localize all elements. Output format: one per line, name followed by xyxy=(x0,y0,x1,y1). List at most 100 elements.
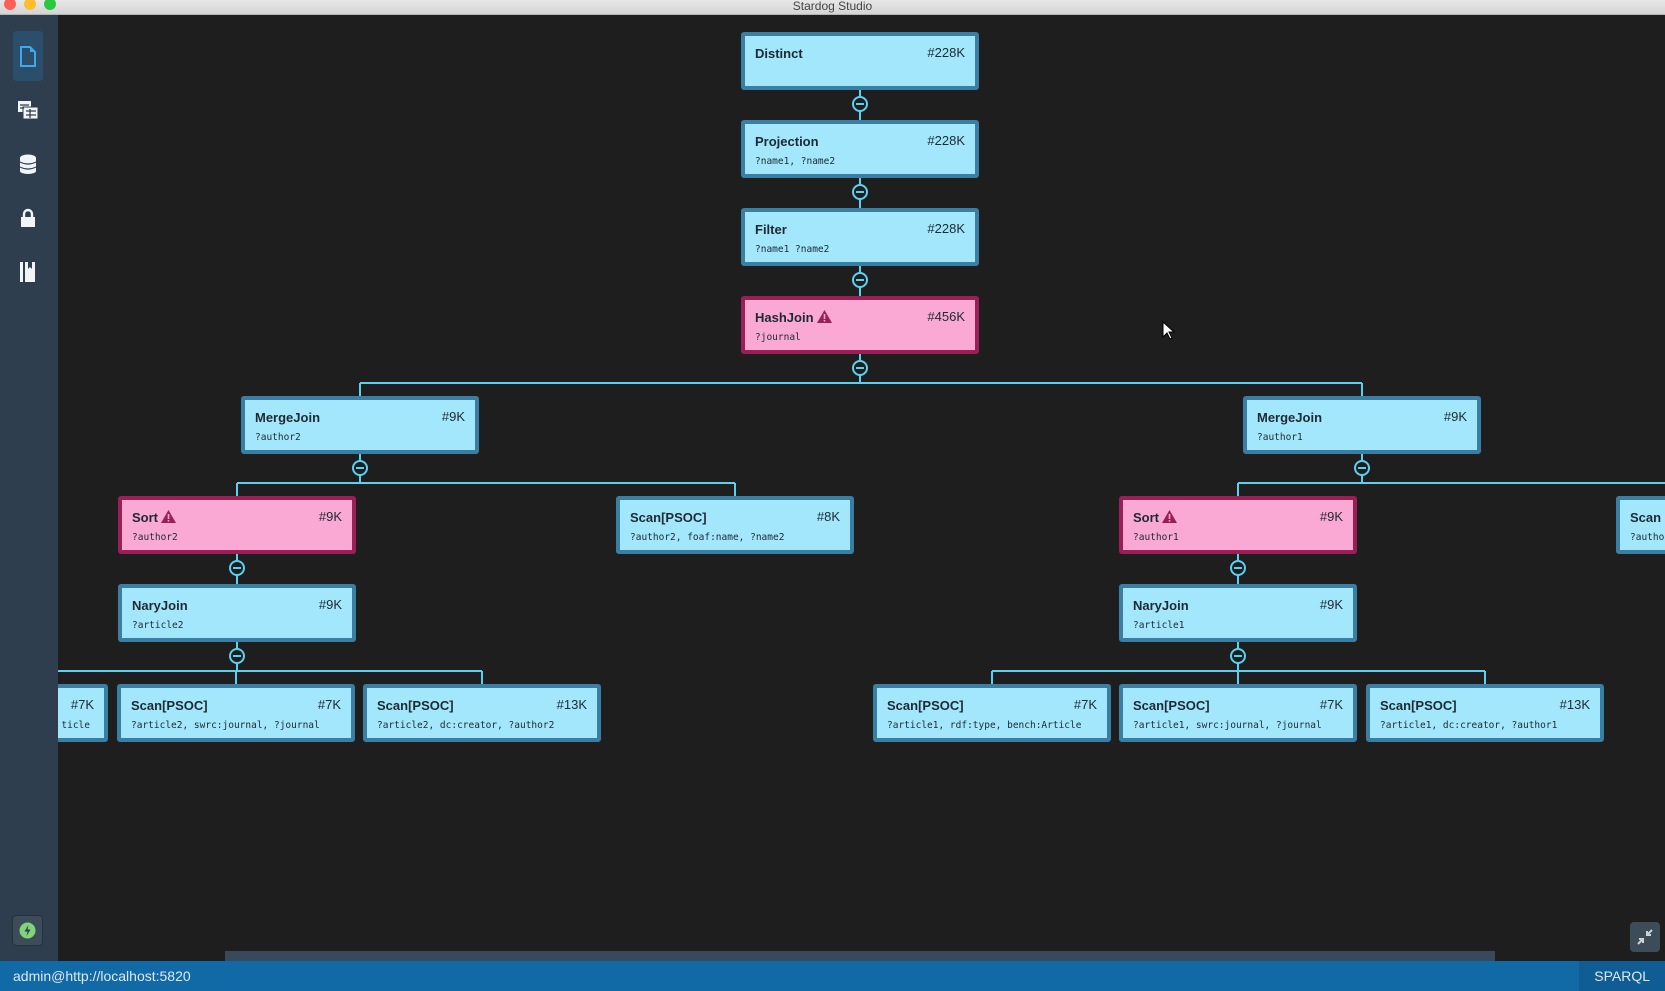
plan-node-warning[interactable]: Sort #9K ?author2 xyxy=(118,496,356,554)
plan-node[interactable]: MergeJoin #9K ?author2 xyxy=(241,396,479,454)
plan-node[interactable]: Scan ?autho xyxy=(1616,496,1665,554)
warning-icon xyxy=(1162,510,1177,523)
node-operator: Distinct xyxy=(755,46,803,61)
minimize-window-button[interactable] xyxy=(24,0,36,10)
node-operator: MergeJoin xyxy=(255,410,321,425)
node-variables: ?article2, swrc:journal, ?journal xyxy=(131,720,320,731)
node-cardinality: #7K xyxy=(317,697,341,712)
collapse-node-button[interactable] xyxy=(1354,460,1370,476)
collapse-node-button[interactable] xyxy=(229,560,245,576)
tables-icon xyxy=(18,101,38,119)
node-cardinality: #8K xyxy=(816,509,840,524)
document-icon xyxy=(20,45,36,67)
sidebar-item-docs[interactable] xyxy=(13,247,43,297)
plan-node[interactable]: MergeJoin #9K ?author1 xyxy=(1243,396,1481,454)
collapse-node-button[interactable] xyxy=(1230,560,1246,576)
plan-node-warning[interactable]: Sort #9K ?author1 xyxy=(1119,496,1357,554)
node-cardinality: #7K xyxy=(1073,697,1097,712)
plan-node-warning[interactable]: HashJoin #456K ?journal xyxy=(741,296,979,354)
node-variables: ?name1, ?name2 xyxy=(755,156,836,167)
language-mode[interactable]: SPARQL xyxy=(1579,961,1665,991)
node-variables: ?autho xyxy=(1630,532,1665,543)
node-operator: Scan xyxy=(1630,510,1662,525)
node-operator: NaryJoin xyxy=(1133,598,1189,613)
exit-fullscreen-button[interactable] xyxy=(1630,922,1660,952)
node-cardinality: #13K xyxy=(556,697,587,712)
node-variables: ?author1 xyxy=(1133,532,1179,543)
connection-status-button[interactable] xyxy=(12,915,43,946)
database-icon xyxy=(19,154,37,174)
node-variables: ?author2 xyxy=(132,532,178,543)
plan-node[interactable]: Scan[PSOC] #7K ?article1, rdf:type, bench:… xyxy=(873,684,1111,742)
node-variables: ?author2 xyxy=(255,432,301,443)
node-operator: NaryJoin xyxy=(132,598,188,613)
node-operator: Scan[PSOC] xyxy=(131,698,208,713)
plan-node[interactable]: Scan[PSOC] #7K ?article2, swrc:journal, ?j… xyxy=(117,684,355,742)
node-operator: Scan[PSOC] xyxy=(377,698,454,713)
collapse-node-button[interactable] xyxy=(852,272,868,288)
plan-node[interactable]: Scan[PSOC] #8K ?author2, foaf:name, ?name2 xyxy=(616,496,854,554)
node-cardinality: #9K xyxy=(441,409,465,424)
plan-node[interactable]: Scan[PSOC] #13K ?article1, dc:creator, ?au… xyxy=(1366,684,1604,742)
node-cardinality: #7K xyxy=(1319,697,1343,712)
node-cardinality: #9K xyxy=(1443,409,1467,424)
collapse-node-button[interactable] xyxy=(352,460,368,476)
node-cardinality: #9K xyxy=(318,509,342,524)
node-variables: ?author1 xyxy=(1257,432,1303,443)
collapse-arrows-icon xyxy=(1637,929,1653,945)
connection-label[interactable]: admin@http://localhost:5820 xyxy=(13,968,191,984)
sidebar-item-workspace[interactable] xyxy=(13,31,43,81)
node-cardinality: #9K xyxy=(1319,509,1343,524)
node-operator: Scan[PSOC] xyxy=(887,698,964,713)
node-variables: ?article1, swrc:journal, ?journal xyxy=(1133,720,1322,731)
collapse-node-button[interactable] xyxy=(852,360,868,376)
plan-node[interactable]: NaryJoin #9K ?article2 xyxy=(118,584,356,642)
mouse-cursor xyxy=(1162,321,1176,340)
collapse-node-button[interactable] xyxy=(1230,648,1246,664)
query-plan-canvas[interactable]: Distinct #228K Projection #228K ?name1, ?nam… xyxy=(0,15,1665,961)
window-title: Stardog Studio xyxy=(792,0,873,13)
sidebar xyxy=(0,15,58,961)
plan-node[interactable]: Scan[PSOC] #7K ?article1, swrc:journal, ?j… xyxy=(1119,684,1357,742)
node-operator: Filter xyxy=(755,222,787,237)
node-cardinality: #228K xyxy=(927,221,965,236)
node-variables: ?article2, dc:creator, ?author2 xyxy=(377,720,555,731)
lock-icon xyxy=(21,208,35,227)
node-cardinality: #7K xyxy=(70,697,94,712)
node-cardinality: #456K xyxy=(927,309,965,324)
node-variables: ticle xyxy=(61,720,90,731)
lightning-icon xyxy=(19,922,36,939)
book-icon xyxy=(20,261,35,282)
node-variables: ?article2 xyxy=(132,620,184,631)
node-operator: Scan[PSOC] xyxy=(630,510,707,525)
node-operator: Scan[PSOC] xyxy=(1133,698,1210,713)
sidebar-item-security[interactable] xyxy=(13,193,43,243)
node-variables: ?author2, foaf:name, ?name2 xyxy=(630,532,785,543)
node-cardinality: #228K xyxy=(927,45,965,60)
node-variables: ?name1 ?name2 xyxy=(755,244,830,255)
node-variables: ?article1, dc:creator, ?author1 xyxy=(1380,720,1558,731)
plan-edges xyxy=(0,90,1665,684)
collapse-node-button[interactable] xyxy=(852,96,868,112)
close-window-button[interactable] xyxy=(4,0,16,10)
node-cardinality: #9K xyxy=(318,597,342,612)
sidebar-item-databases[interactable] xyxy=(13,139,43,189)
title-bar: Stardog Studio xyxy=(0,0,1665,15)
node-cardinality: #9K xyxy=(1319,597,1343,612)
node-variables: ?article1, rdf:type, bench:Article xyxy=(887,720,1082,731)
node-cardinality: #13K xyxy=(1559,697,1590,712)
plan-node[interactable]: Scan[PSOC] #13K ?article2, dc:creator, ?au… xyxy=(363,684,601,742)
collapse-node-button[interactable] xyxy=(852,184,868,200)
horizontal-scrollbar[interactable] xyxy=(225,951,1495,961)
plan-node[interactable]: Distinct #228K xyxy=(741,32,979,90)
node-operator: Scan[PSOC] xyxy=(1380,698,1457,713)
maximize-window-button[interactable] xyxy=(44,0,56,10)
node-variables: ?article1 xyxy=(1133,620,1185,631)
node-cardinality: #228K xyxy=(927,133,965,148)
collapse-node-button[interactable] xyxy=(229,648,245,664)
node-variables: ?journal xyxy=(755,332,801,343)
sidebar-item-models[interactable] xyxy=(13,85,43,135)
plan-node[interactable]: Projection #228K ?name1, ?name2 xyxy=(741,120,979,178)
plan-node[interactable]: NaryJoin #9K ?article1 xyxy=(1119,584,1357,642)
plan-node[interactable]: Filter #228K ?name1 ?name2 xyxy=(741,208,979,266)
